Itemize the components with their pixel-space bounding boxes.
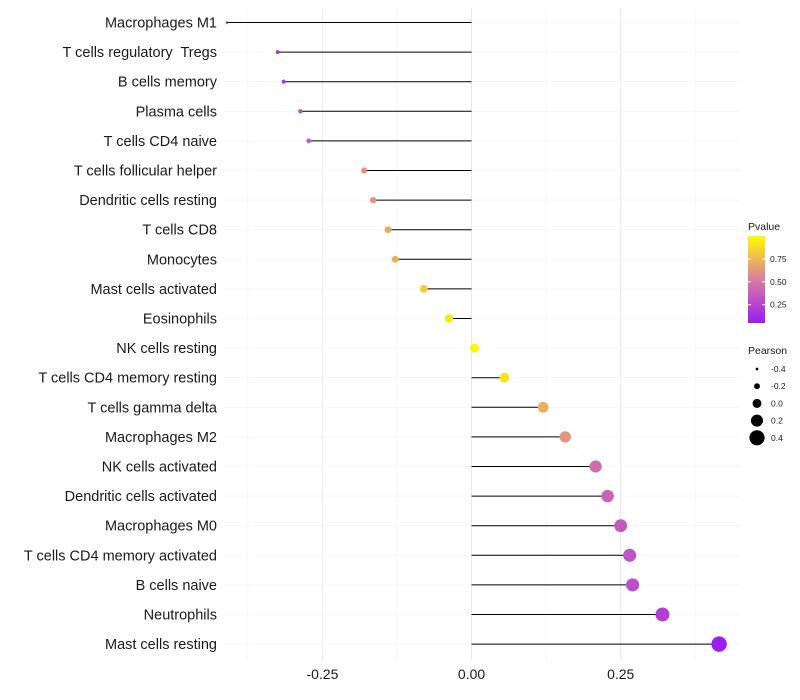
size-key-label: 0.0	[771, 398, 783, 408]
category-label: T cells CD8	[142, 223, 217, 239]
lollipop-point	[384, 226, 392, 234]
size-key-label: 0.2	[771, 416, 783, 426]
colorbar-label: 0.25	[770, 300, 787, 310]
x-tick-label: 0.00	[458, 666, 485, 682]
lollipop-points	[225, 21, 727, 652]
x-tick-label: 0.25	[607, 666, 634, 682]
lollipop-point	[369, 196, 377, 204]
category-label: Dendritic cells resting	[79, 193, 217, 209]
lollipop-point	[537, 401, 549, 413]
lollipop-point	[601, 489, 614, 503]
size-key-dot	[754, 383, 760, 390]
category-label: Mast cells resting	[105, 637, 217, 653]
lollipop-stems	[226, 22, 720, 645]
category-label: Plasma cells	[136, 104, 217, 120]
lollipop-point	[559, 431, 571, 443]
lollipop-point	[444, 314, 454, 323]
grid-lines	[224, 8, 740, 660]
lollipop-point	[499, 372, 510, 383]
lollipop-point	[614, 519, 628, 533]
x-tick-label: -0.25	[306, 666, 338, 682]
size-key-dot	[752, 398, 762, 408]
category-label: T cells CD4 memory activated	[24, 548, 217, 564]
lollipop-point	[655, 607, 670, 622]
pvalue-legend: Pvalue 0.25 0.50 0.75	[748, 221, 787, 323]
category-label: Macrophages M0	[105, 519, 217, 535]
lollipop-point	[275, 50, 280, 55]
size-key-label: -0.4	[771, 364, 786, 374]
category-label: Neutrophils	[144, 608, 217, 624]
category-labels: Macrophages M1 T cells regulatory Tregs B …	[24, 16, 218, 654]
lollipop-point	[711, 636, 727, 652]
lollipop-point	[281, 79, 286, 84]
category-label: B cells naive	[136, 578, 217, 594]
category-label: Macrophages M1	[105, 16, 217, 32]
category-label: Dendritic cells activated	[65, 489, 217, 505]
lollipop-point	[306, 138, 312, 144]
lollipop-point	[391, 255, 399, 263]
size-key-label: 0.4	[771, 433, 783, 443]
category-label: Macrophages M2	[105, 430, 217, 446]
x-tick-labels: -0.25 0.00 0.25	[306, 666, 634, 682]
size-key-dot	[750, 414, 764, 427]
size-key-dot	[749, 430, 765, 446]
category-label: Mast cells activated	[90, 282, 217, 298]
size-key-label: -0.2	[771, 381, 786, 391]
category-label: T cells gamma delta	[88, 400, 218, 416]
pvalue-legend-title: Pvalue	[748, 221, 780, 233]
category-label: Monocytes	[147, 252, 217, 268]
category-label: T cells regulatory Tregs	[63, 45, 217, 61]
lollipop-point	[470, 343, 480, 353]
lollipop-point	[419, 285, 428, 293]
lollipop-point	[361, 167, 368, 174]
size-key-dot	[755, 367, 759, 371]
lollipop-point	[298, 109, 303, 114]
category-label: NK cells resting	[116, 341, 217, 357]
category-label: T cells CD4 memory resting	[38, 371, 217, 387]
lollipop-point	[626, 578, 640, 592]
lollipop-point	[225, 21, 229, 24]
pearson-legend: Pearson -0.4 -0.2 0.0 0.2 0.4	[748, 345, 787, 446]
lollipop-point	[589, 460, 602, 473]
colorbar-label: 0.50	[770, 277, 787, 287]
category-label: B cells memory	[118, 75, 218, 91]
pearson-legend-title: Pearson	[748, 345, 787, 357]
category-label: T cells follicular helper	[74, 164, 217, 180]
colorbar-label: 0.75	[770, 254, 787, 264]
category-label: T cells CD4 naive	[104, 134, 217, 150]
pvalue-colorbar	[748, 236, 765, 323]
category-label: NK cells activated	[102, 460, 217, 476]
lollipop-point	[623, 548, 637, 562]
category-label: Eosinophils	[143, 312, 217, 328]
